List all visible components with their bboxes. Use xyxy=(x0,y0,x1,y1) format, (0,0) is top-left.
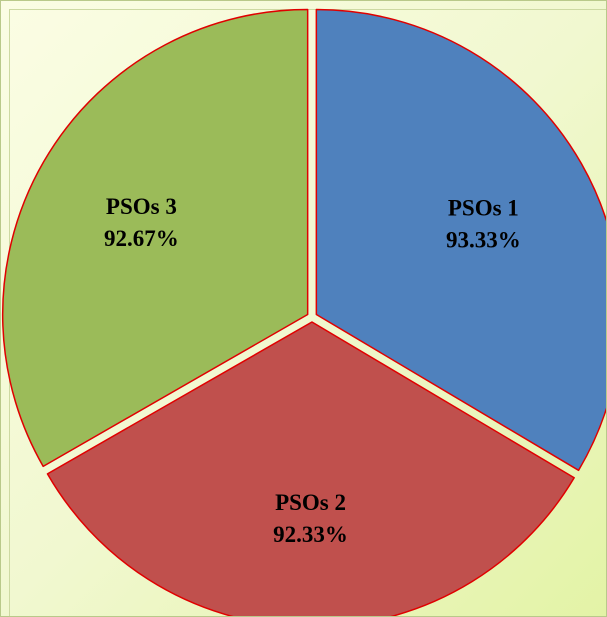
pie-slice-1 xyxy=(315,8,606,472)
slice-label-name-2: PSOs 2 xyxy=(275,490,346,515)
slice-label-value-1: 93.33% xyxy=(446,227,521,252)
slice-label-name-3: PSOs 3 xyxy=(106,194,177,219)
slice-label-name-1: PSOs 1 xyxy=(448,195,519,220)
slice-label-value-3: 92.67% xyxy=(104,226,179,251)
pie-slice-3 xyxy=(1,8,309,468)
slice-label-value-2: 92.33% xyxy=(273,522,348,547)
pie-slice-2 xyxy=(46,321,575,616)
